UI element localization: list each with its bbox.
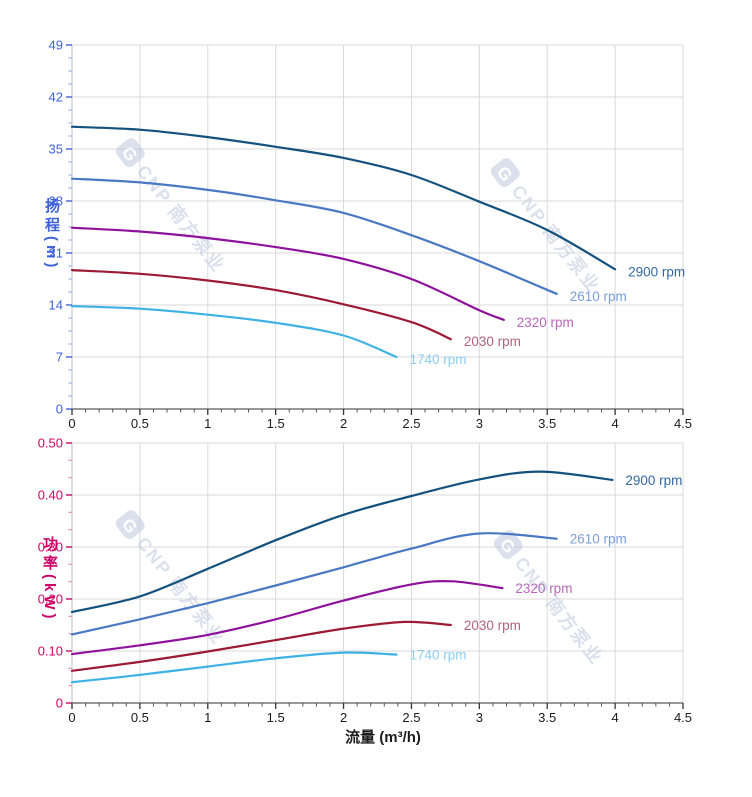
curve-label-1740-rpm: 1740 rpm <box>410 648 467 663</box>
cnp-logo-icon <box>490 158 520 187</box>
curve-2030-rpm <box>70 620 452 672</box>
x-tick-label: 4.5 <box>674 710 692 725</box>
curve-label-2030-rpm: 2030 rpm <box>464 334 521 349</box>
cnp-logo-icon <box>115 138 145 167</box>
y-tick-label: 7 <box>56 350 63 365</box>
curve-2610-rpm <box>70 177 558 295</box>
curve-2610-rpm <box>70 532 558 636</box>
x-tick-label: 2.5 <box>402 416 420 431</box>
curve-label-2900-rpm: 2900 rpm <box>625 473 682 488</box>
curve-2900-rpm <box>70 470 614 614</box>
y-tick-label: 0 <box>56 696 63 711</box>
y-tick-label: 21 <box>49 246 63 261</box>
cnp-logo-icon <box>115 510 145 539</box>
y-tick-label: 0.10 <box>38 644 63 659</box>
curve-label-2320-rpm: 2320 rpm <box>517 315 574 330</box>
x-tick-label: 0.5 <box>131 710 149 725</box>
power-axis-title: 功率(kW) <box>41 536 58 623</box>
x-tick-label: 3.5 <box>538 416 556 431</box>
curve-label-2610-rpm: 2610 rpm <box>570 289 627 304</box>
curve-1740-rpm <box>70 305 398 359</box>
y-tick-label: 42 <box>49 90 63 105</box>
y-tick-label: 0.20 <box>38 592 63 607</box>
curve-label-2900-rpm: 2900 rpm <box>628 264 685 279</box>
x-tick-label: 1 <box>204 710 211 725</box>
y-tick-label: 0.30 <box>38 540 63 555</box>
curve-2900-rpm <box>70 125 617 271</box>
cnp-logo-icon <box>493 530 523 559</box>
y-tick-label: 0.40 <box>38 488 63 503</box>
watermark-text: CNP 南方泵业 <box>133 533 230 649</box>
flow-axis-title: 流量 (m³/h) <box>345 729 421 746</box>
x-tick-label: 0 <box>68 710 75 725</box>
curve-1740-rpm <box>70 651 398 684</box>
curve-label-2320-rpm: 2320 rpm <box>515 581 572 596</box>
y-tick-label: 0.50 <box>38 436 63 451</box>
watermark-text: CNP 南方泵业 <box>133 161 230 277</box>
x-tick-label: 1 <box>204 416 211 431</box>
x-tick-label: 2 <box>340 710 347 725</box>
x-tick-label: 2 <box>340 416 347 431</box>
head-axis-title: 扬程(m) <box>43 198 60 272</box>
y-tick-label: 28 <box>49 194 63 209</box>
curve-2320-rpm <box>70 226 505 321</box>
y-tick-label: 0 <box>56 402 63 417</box>
x-tick-label: 4 <box>611 416 618 431</box>
x-tick-label: 4 <box>611 710 618 725</box>
y-tick-label: 35 <box>49 142 63 157</box>
y-tick-label: 49 <box>49 38 63 53</box>
x-tick-label: 3.5 <box>538 710 556 725</box>
curve-label-2610-rpm: 2610 rpm <box>570 532 627 547</box>
curve-label-2030-rpm: 2030 rpm <box>464 618 521 633</box>
x-tick-label: 0 <box>68 416 75 431</box>
x-tick-label: 3 <box>476 416 483 431</box>
x-tick-label: 1.5 <box>267 710 285 725</box>
x-tick-label: 3 <box>476 710 483 725</box>
y-tick-label: 14 <box>49 298 63 313</box>
x-tick-label: 0.5 <box>131 416 149 431</box>
x-tick-label: 4.5 <box>674 416 692 431</box>
curve-2030-rpm <box>70 269 452 341</box>
x-tick-label: 1.5 <box>267 416 285 431</box>
curve-label-1740-rpm: 1740 rpm <box>410 352 467 367</box>
x-tick-label: 2.5 <box>402 710 420 725</box>
curve-2320-rpm <box>70 579 504 656</box>
